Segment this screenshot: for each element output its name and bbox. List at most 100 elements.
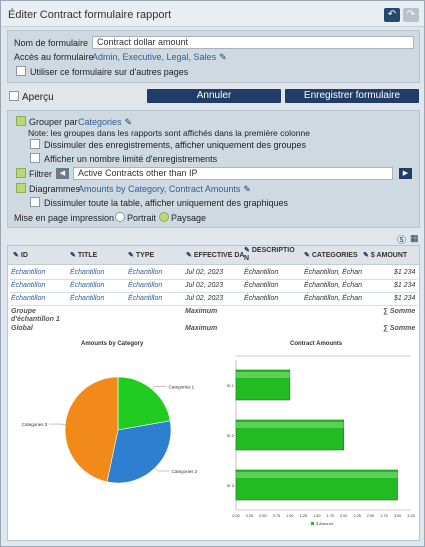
table-cell: Échantillon [128,269,163,276]
table-cell: Échantillon [70,282,105,289]
bar-chart-title: Contract Amounts [290,341,343,347]
pencil-icon[interactable]: ✎ [244,247,250,254]
x-tick-label: 0.00 [232,514,239,518]
report-header-row: ✎ ID ✎ TITLE ✎ TYPE ✎ EFFECTIVE DA ✎ DESCRIPT… [8,246,419,265]
redo-icon: ↷ [406,9,416,20]
pencil-icon[interactable]: ✎ [304,252,310,259]
pencil-icon[interactable]: ✎ [363,252,369,259]
table-row: Échantillon Échantillon Échantillon Jul … [8,280,419,291]
group-by-checkbox[interactable] [16,116,26,126]
bar-category-label: ID 1 [227,383,235,388]
redo-button[interactable]: ↷ [403,8,419,22]
table-cell: $1 234 [394,295,416,302]
table-cell: $1 234 [394,282,416,289]
table-cell: Jul 02, 2023 [185,269,224,276]
global-row-aggregate: Maximum [185,325,218,332]
table-cell: Jul 02, 2023 [185,282,224,289]
pencil-icon[interactable]: ✎ [186,252,192,259]
limit-records-checkbox[interactable] [30,153,40,163]
landscape-label: Paysage [171,213,207,223]
undo-button[interactable]: ↶ [384,8,400,22]
table-cell: Jul 02, 2023 [185,295,224,302]
hide-table-checkbox[interactable] [30,197,40,207]
filter-input[interactable]: Active Contracts other than IP [73,167,393,180]
reuse-form-label: Utiliser ce formulaire sur d'autres page… [30,67,189,77]
window-title: Éditer Contract formulaire rapport [8,9,172,21]
pie-slice-label: Categories 2 [172,469,198,474]
pie-chart: Categories 1 Categories 2 Categories 3 [22,376,198,484]
charts-link[interactable]: Amounts by Category, Contract Amounts ✎ [78,184,251,195]
x-tick-label: 1.25 [300,514,307,518]
column-header-description[interactable]: ✎ DESCRIPTIO N [244,247,295,263]
report-options-panel: Grouper par Categories ✎ Note: les groupe… [7,110,420,228]
bar-highlight [236,372,290,378]
filter-checkbox[interactable] [16,168,26,178]
group-by-link[interactable]: Categories ✎ [78,117,132,128]
table-cell: Échantillon [244,282,279,289]
column-header-label: TYPE [135,252,155,259]
print-layout-label: Mise en page impression [14,213,115,223]
save-form-button[interactable]: Enregistrer formulaire [285,89,419,103]
portrait-radio[interactable] [115,212,125,222]
hide-table-label: Dissimuler toute la table, afficher uniq… [44,198,288,208]
table-cell: Échantillon [128,282,163,289]
row-divider [10,305,417,306]
landscape-radio[interactable] [159,212,169,222]
pencil-icon[interactable]: ✎ [243,184,251,194]
cancel-button[interactable]: Annuler [147,89,281,103]
filter-prev-button[interactable]: ◀ [56,168,69,179]
form-name-input[interactable]: Contract dollar amount [92,36,414,49]
hide-records-label: Dissimuler des enregistrements, afficher… [44,140,306,150]
pencil-icon[interactable]: ✎ [124,117,133,127]
x-tick-label: 0.25 [246,514,253,518]
column-header-id[interactable]: ✎ ID [13,251,28,259]
legend-swatch [311,522,314,525]
pencil-icon[interactable]: ✎ [70,252,76,259]
pie-label-leader [151,386,167,390]
bar-category-label: ID 2 [227,433,235,438]
table-grid-icon[interactable]: ▦ [410,233,419,243]
form-access-link[interactable]: Admin, Executive, Legal, Sales ✎ [92,52,227,63]
portrait-label: Portrait [127,213,157,223]
filter-next-button[interactable]: ▶ [399,168,412,179]
x-tick-label: 3.25 [407,514,414,518]
table-cell: Échantillon [11,282,46,289]
title-bar: Éditer Contract formulaire rapport ↶ ↷ [1,1,424,27]
bar-highlight [236,422,344,428]
pie-chart-title: Amounts by Category [81,341,144,347]
column-header-label: TITLE [77,252,98,259]
x-tick-label: 2.25 [353,514,360,518]
charts-label: Diagrammes [29,184,81,194]
table-cell: Échantillon [244,295,279,302]
filter-label: Filtrer [29,169,52,179]
reuse-form-checkbox[interactable] [16,66,26,76]
currency-icon[interactable]: Ⓢ [397,235,407,245]
column-header-effective-date[interactable]: ✎ EFFECTIVE DA [186,251,244,259]
bar-highlight [236,472,398,478]
x-tick-label: 1.00 [286,514,293,518]
hide-records-checkbox[interactable] [30,139,40,149]
x-tick-label: 2.75 [380,514,387,518]
row-divider [10,292,417,293]
pencil-icon[interactable]: ✎ [13,252,19,259]
form-settings-panel: Nom de formulaire Contract dollar amount… [7,30,420,83]
column-header-title[interactable]: ✎ TITLE [70,251,97,259]
pencil-icon[interactable]: ✎ [128,252,134,259]
preview-checkbox[interactable] [9,91,19,101]
undo-icon: ↶ [387,9,397,20]
x-tick-label: 0.75 [273,514,280,518]
column-header-type[interactable]: ✎ TYPE [128,251,154,259]
group-by-label: Grouper par [29,117,78,127]
limit-records-label: Afficher un nombre limité d'enregistreme… [44,154,218,164]
form-access-label: Accès au formulaire [14,52,94,62]
charts-checkbox[interactable] [16,183,26,193]
table-cell: Échantillon [70,295,105,302]
row-divider [10,279,417,280]
column-header-categories[interactable]: ✎ CATEGORIES [304,251,358,259]
column-header-amount[interactable]: ✎ $ AMOUNT [363,251,407,259]
pencil-icon[interactable]: ✎ [219,52,227,62]
bar-chart: ID 1 ID 2 ID 3 0.00 0.25 0.50 0.75 1.00 1.25 1.50… [227,355,415,526]
column-header-label: DESCRIPTIO N [244,247,295,262]
group-row-aggregate: Maximum [185,308,218,315]
group-row-sum: ∑ Somme [383,308,416,315]
